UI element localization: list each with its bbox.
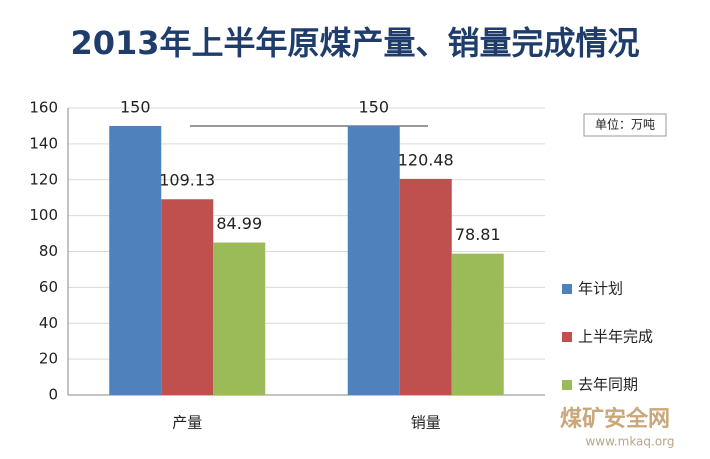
legend-swatch (562, 284, 572, 294)
y-tick-label: 80 (39, 242, 58, 260)
value-label: 109.13 (159, 171, 215, 190)
y-tick-label: 160 (29, 99, 58, 117)
x-tick-label: 产量 (172, 414, 202, 432)
y-tick-label: 120 (29, 170, 58, 188)
value-label: 150 (358, 97, 389, 116)
unit-box (583, 113, 667, 137)
watermark-url: www.mkaq.org (585, 435, 674, 449)
value-label: 78.81 (455, 225, 501, 244)
value-label: 150 (120, 97, 151, 116)
bar (109, 125, 162, 395)
legend-label: 上半年完成 (578, 328, 653, 346)
x-tick-label: 销量 (411, 414, 441, 432)
bar (347, 125, 400, 395)
y-tick-label: 20 (39, 350, 58, 368)
unit-annotation: 单位：万吨 (595, 117, 655, 132)
y-tick-label: 40 (39, 314, 58, 332)
legend-label: 去年同期 (578, 376, 638, 394)
legend-label: 年计划 (578, 280, 623, 298)
y-tick-label: 0 (48, 386, 58, 404)
bar (399, 178, 452, 395)
value-label: 84.99 (216, 214, 262, 233)
bar (451, 253, 504, 395)
y-tick-label: 100 (29, 206, 58, 224)
y-tick-label: 140 (29, 134, 58, 152)
value-label: 120.48 (398, 150, 454, 169)
bar (213, 242, 266, 395)
legend-swatch (562, 332, 572, 342)
y-tick-label: 60 (39, 278, 58, 296)
legend-swatch (562, 380, 572, 390)
watermark-name: 煤矿安全网 (560, 406, 670, 432)
bar (161, 199, 214, 395)
chart-title: 2013年上半年原煤产量、销量完成情况 (70, 24, 639, 62)
